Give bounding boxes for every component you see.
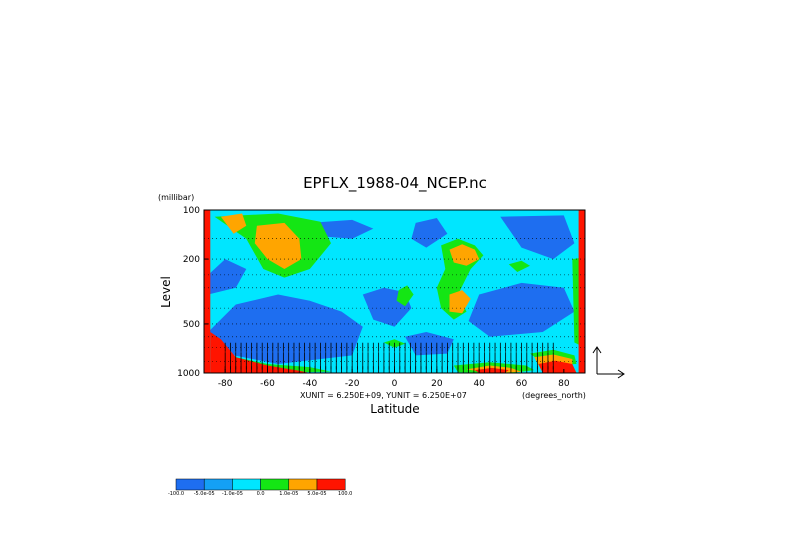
chart-title: EPFLX_1988-04_NCEP.nc [303,174,487,193]
contour-region-12 [508,260,530,272]
colorbar-tick-label-2: -1.0e-05 [222,491,243,497]
colorbar-tick-label-1: -5.0e-05 [194,491,215,497]
colorbar: -100.0 -5.0e-05 -1.0e-05 0.0 1.0e-05 5.0e-05 1… [168,478,352,497]
contour-region-25 [578,210,585,373]
colorbar-tick-label-0: -100.0 [168,491,184,497]
x-tick-label-8: 80 [558,379,570,389]
contour-region-4 [411,218,448,248]
x-units-label: (degrees_north) [522,391,586,400]
colorbar-swatch-4 [288,478,318,491]
contour-region-0 [208,294,363,364]
colorbar-tick-label-6: 100.0 [338,491,352,497]
x-tick-label-7: 60 [516,379,528,389]
y-tick-label-0: 100 [183,206,200,216]
contour-region-1 [208,259,247,295]
contour-region-6 [500,215,575,260]
contour-region-20 [449,290,471,314]
vector-scale-note: XUNIT = 6.250E+09, YUNIT = 6.250E+07 [300,391,467,400]
x-tick-label-3: -20 [345,379,360,389]
x-tick-label-2: -40 [302,379,317,389]
unit-vector-horizontal-head [617,369,625,379]
colorbar-tick-label-5: 5.0e-05 [307,491,326,497]
contour-region-7 [405,332,454,356]
unit-vector-vertical-head [592,346,602,354]
x-tick-label-6: 40 [473,379,485,389]
contour-region-19 [449,244,480,266]
y-tick-label-1: 200 [183,255,200,265]
y-units-label: (millibar) [158,193,194,202]
x-tick-label-0: -80 [218,379,233,389]
colorbar-swatch-0 [175,478,205,491]
plot-area: -80 -60 -40 -20 0 20 40 60 80 100 200 500 1000 [177,206,586,389]
y-axis: 100 200 500 1000 [177,206,208,379]
contour-region-18 [254,222,302,269]
x-tick-label-4: 0 [392,379,398,389]
x-axis-label: Latitude [370,402,419,416]
colorbar-swatch-3 [260,478,290,491]
colorbar-swatch-1 [203,478,233,491]
colorbar-tick-label-4: 1.0e-05 [279,491,298,497]
x-axis: -80 -60 -40 -20 0 20 40 60 80 [218,369,570,389]
y-axis-label: Level [159,276,173,308]
contour-region-24 [204,210,211,373]
colorbar-swatch-2 [232,478,261,491]
colorbar-swatch-5 [316,478,346,491]
unit-vector-legend [592,346,625,379]
y-tick-label-2: 500 [183,320,200,330]
x-tick-label-5: 20 [431,379,443,389]
x-tick-label-1: -60 [260,379,275,389]
contour-region-17 [220,213,247,234]
contour-region-5 [468,282,575,337]
vector-group [224,342,554,373]
y-tick-label-3: 1000 [177,369,200,379]
colorbar-tick-label-3: 0.0 [257,491,265,497]
contour-region-26 [210,332,310,373]
contour-region-10 [396,285,414,307]
